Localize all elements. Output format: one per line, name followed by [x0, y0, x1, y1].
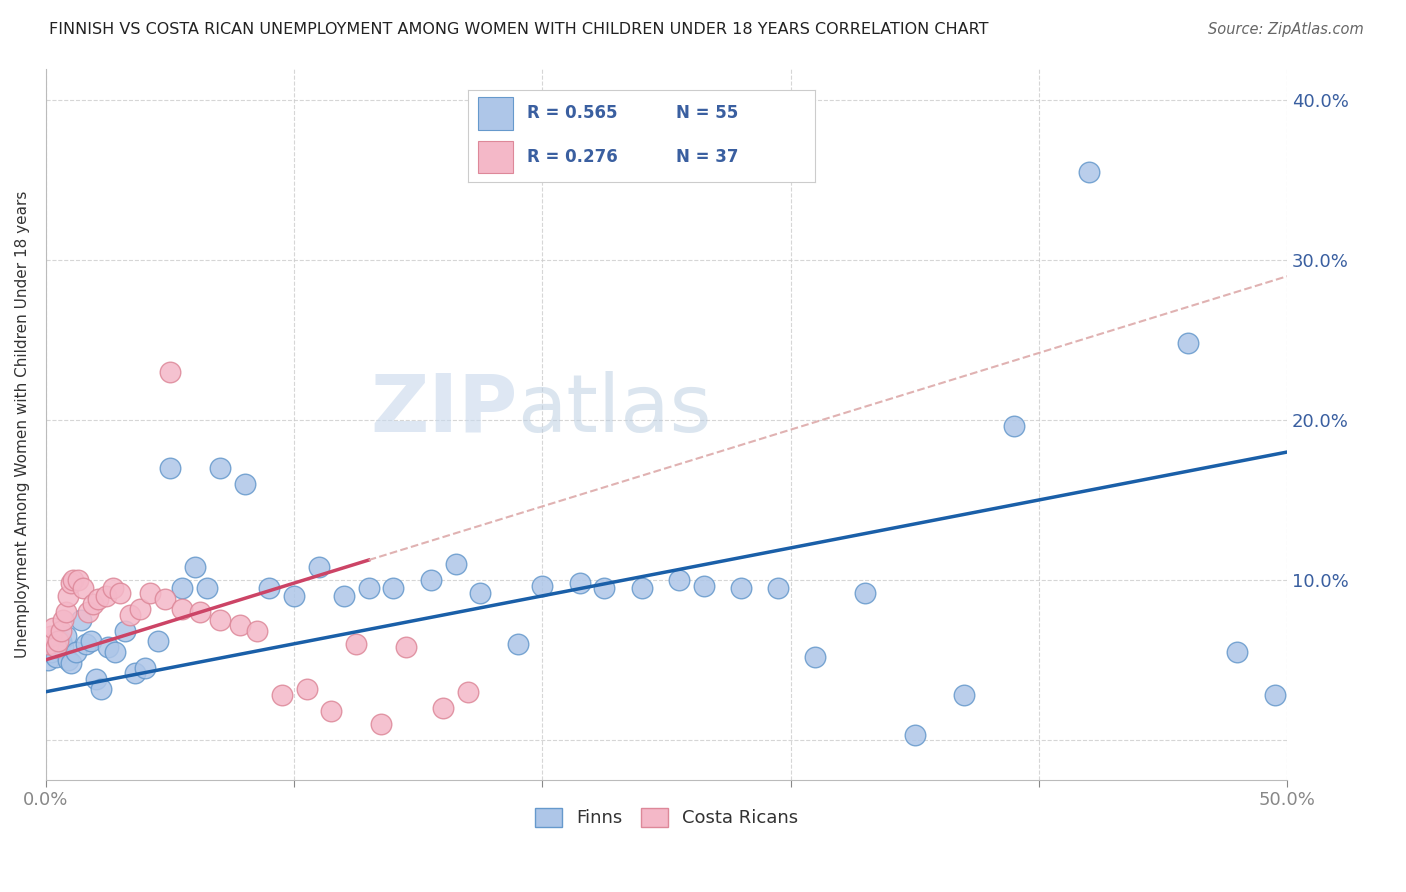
Point — [69, 613, 91, 627]
Point — [153, 592, 176, 607]
Point — [146, 633, 169, 648]
Text: atlas: atlas — [517, 371, 711, 449]
Point — [48, 633, 70, 648]
Point — [804, 649, 827, 664]
Point — [270, 688, 292, 702]
Point — [730, 581, 752, 595]
Point — [172, 601, 194, 615]
Point — [233, 477, 256, 491]
Point — [259, 581, 281, 595]
Point — [172, 581, 194, 595]
Point — [87, 592, 110, 607]
Point — [457, 684, 479, 698]
Point — [79, 633, 101, 648]
Point — [94, 589, 117, 603]
Point — [1264, 688, 1286, 702]
Point — [333, 589, 356, 603]
Point — [134, 661, 156, 675]
Point — [82, 597, 104, 611]
Point — [42, 637, 65, 651]
Point — [48, 640, 70, 654]
Point — [904, 728, 927, 742]
Point — [668, 573, 690, 587]
Point — [188, 605, 211, 619]
Point — [953, 688, 976, 702]
Point — [37, 653, 59, 667]
Point — [65, 645, 87, 659]
Point — [52, 613, 75, 627]
Point — [114, 624, 136, 638]
Point — [444, 557, 467, 571]
Point — [1177, 336, 1199, 351]
Point — [568, 576, 591, 591]
Point — [246, 624, 269, 638]
Point — [593, 581, 616, 595]
Point — [283, 589, 305, 603]
Point — [1002, 419, 1025, 434]
Point — [58, 589, 80, 603]
Point — [37, 637, 59, 651]
Point — [1077, 165, 1099, 179]
Point — [59, 656, 82, 670]
Point — [45, 640, 67, 654]
Point — [97, 640, 120, 654]
Point — [321, 704, 343, 718]
Point — [49, 624, 72, 638]
Point — [120, 607, 142, 622]
Point — [159, 461, 181, 475]
Point — [228, 617, 250, 632]
Point — [62, 573, 84, 587]
Point — [419, 573, 441, 587]
Point — [139, 585, 162, 599]
Point — [693, 579, 716, 593]
Text: ZIP: ZIP — [370, 371, 517, 449]
Point — [75, 637, 97, 651]
Point — [42, 621, 65, 635]
Point — [506, 637, 529, 651]
Point — [630, 581, 652, 595]
Point — [208, 461, 231, 475]
Point — [308, 560, 330, 574]
Point — [39, 629, 62, 643]
Point — [58, 653, 80, 667]
Point — [395, 640, 418, 654]
Point — [101, 581, 124, 595]
Point — [1226, 645, 1249, 659]
Point — [159, 365, 181, 379]
Point — [84, 672, 107, 686]
Point — [531, 579, 554, 593]
Point — [129, 601, 152, 615]
Point — [470, 585, 492, 599]
Point — [104, 645, 127, 659]
Text: Source: ZipAtlas.com: Source: ZipAtlas.com — [1208, 22, 1364, 37]
Point — [768, 581, 790, 595]
Point — [52, 640, 75, 654]
Point — [77, 605, 100, 619]
Point — [382, 581, 405, 595]
Point — [49, 633, 72, 648]
Point — [55, 605, 77, 619]
Point — [295, 681, 318, 696]
Point — [90, 681, 112, 696]
Point — [184, 560, 207, 574]
Point — [55, 629, 77, 643]
Point — [208, 613, 231, 627]
Point — [45, 649, 67, 664]
Point — [370, 716, 392, 731]
Point — [72, 581, 94, 595]
Point — [124, 665, 146, 680]
Point — [67, 573, 90, 587]
Point — [432, 700, 454, 714]
Legend: Finns, Costa Ricans: Finns, Costa Ricans — [527, 801, 806, 835]
Point — [357, 581, 380, 595]
Point — [110, 585, 132, 599]
Point — [59, 576, 82, 591]
Point — [39, 645, 62, 659]
Point — [853, 585, 876, 599]
Point — [195, 581, 218, 595]
Point — [344, 637, 367, 651]
Text: FINNISH VS COSTA RICAN UNEMPLOYMENT AMONG WOMEN WITH CHILDREN UNDER 18 YEARS COR: FINNISH VS COSTA RICAN UNEMPLOYMENT AMON… — [49, 22, 988, 37]
Y-axis label: Unemployment Among Women with Children Under 18 years: Unemployment Among Women with Children U… — [15, 190, 30, 657]
